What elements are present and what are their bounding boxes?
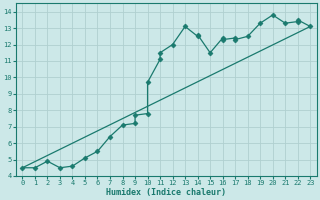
X-axis label: Humidex (Indice chaleur): Humidex (Indice chaleur) [106, 188, 226, 197]
